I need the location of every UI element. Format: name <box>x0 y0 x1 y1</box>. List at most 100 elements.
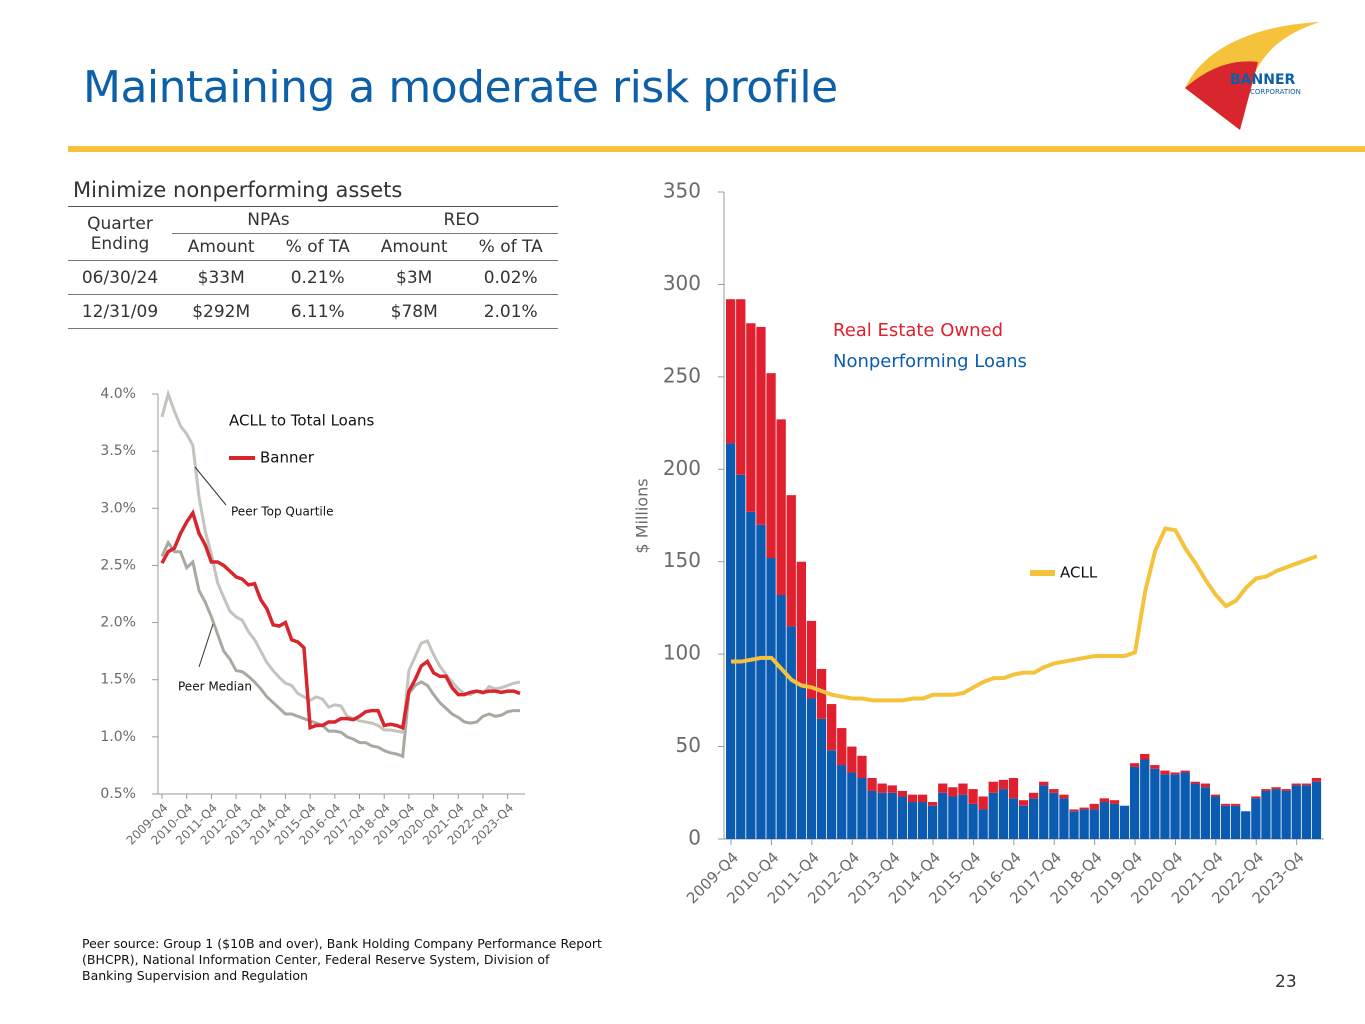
bar <box>998 789 1008 839</box>
chart-title: ACLL to Total Loans <box>229 412 375 430</box>
y-tick-label: 300 <box>663 271 701 295</box>
bar <box>867 790 877 839</box>
header-cell: % of TA <box>463 233 558 261</box>
bar <box>887 785 897 793</box>
logo-sail <box>1185 61 1258 131</box>
bar <box>1018 805 1029 839</box>
bar <box>1291 785 1301 839</box>
bar <box>887 792 897 839</box>
bar <box>1301 785 1311 839</box>
bar <box>1170 774 1180 839</box>
bar <box>1220 803 1231 806</box>
bar <box>958 794 968 839</box>
bar <box>1130 763 1140 767</box>
legend-label: Banner <box>260 449 315 467</box>
bar <box>877 792 887 839</box>
series-line <box>160 508 521 731</box>
bar <box>1190 783 1200 839</box>
header-cell: Amount <box>364 233 464 261</box>
callout-line <box>198 623 214 668</box>
bar <box>1210 796 1221 839</box>
bar <box>1008 777 1019 799</box>
header-cell: NPAs <box>172 207 365 234</box>
bar <box>1109 803 1120 839</box>
cell: 0.21% <box>270 260 365 295</box>
bar <box>1049 789 1059 793</box>
y-tick-label: 1.5% <box>100 672 136 688</box>
cell: $33M <box>172 260 271 295</box>
bar <box>907 794 918 803</box>
bar <box>1271 789 1281 839</box>
bar <box>1089 803 1099 810</box>
npa-table: Minimize nonperforming assets Quarter En… <box>68 178 558 329</box>
bar <box>1261 789 1271 791</box>
series-line <box>731 526 1318 703</box>
series-label: Peer Median <box>178 680 252 694</box>
bar <box>1241 811 1251 839</box>
bar <box>1150 765 1160 769</box>
bar <box>1251 796 1261 799</box>
bar <box>1231 805 1241 839</box>
bar <box>938 783 948 793</box>
y-tick-label: 350 <box>663 179 701 203</box>
bar <box>857 755 867 778</box>
bar <box>1079 809 1089 839</box>
bar <box>1109 800 1120 804</box>
logo-sub: CORPORATION <box>1250 88 1301 96</box>
bar <box>726 299 736 444</box>
cell: 2.01% <box>463 294 558 329</box>
y-tick-label: 100 <box>663 641 701 665</box>
bar <box>968 789 978 804</box>
bar <box>1180 772 1190 839</box>
bar <box>978 809 988 839</box>
bar <box>1160 770 1170 775</box>
legend-label: Nonperforming Loans <box>833 351 1027 372</box>
bar <box>1150 768 1160 839</box>
bar <box>978 796 988 810</box>
bar <box>756 326 766 525</box>
bar <box>1059 798 1069 839</box>
bar <box>1069 811 1079 839</box>
bar <box>1281 789 1291 791</box>
divider <box>68 146 1365 152</box>
y-tick-label: 1.0% <box>100 729 136 745</box>
bar <box>1039 781 1049 786</box>
bar <box>1301 783 1311 786</box>
y-tick-label: 200 <box>663 456 701 480</box>
bar <box>776 594 786 839</box>
bar <box>907 802 918 839</box>
y-axis-label: $ Millions <box>633 478 652 553</box>
bar <box>897 790 907 797</box>
bar <box>867 777 877 791</box>
bar <box>1170 772 1180 775</box>
bar <box>948 787 958 797</box>
bar <box>796 561 806 684</box>
y-tick-label: 0 <box>688 826 701 850</box>
bar <box>1200 783 1210 788</box>
bar <box>746 323 756 512</box>
bar <box>827 704 837 751</box>
bar <box>847 746 857 773</box>
bar <box>917 794 928 803</box>
bar <box>1220 805 1231 839</box>
bar <box>917 802 928 839</box>
bar <box>796 683 806 839</box>
cell: 6.11% <box>270 294 365 329</box>
header-cell: Quarter Ending <box>68 207 172 261</box>
series-label: Peer Top Quartile <box>231 505 333 519</box>
series-line <box>160 539 520 759</box>
cell: 12/31/09 <box>68 294 172 329</box>
bar <box>816 668 827 719</box>
bar <box>816 718 827 839</box>
legend-label: ACLL <box>1060 564 1098 582</box>
bar <box>877 783 887 793</box>
bar <box>837 765 847 839</box>
bar <box>1008 798 1019 839</box>
bar <box>988 792 998 839</box>
bar <box>736 474 746 839</box>
bar <box>837 728 847 766</box>
bar <box>1130 766 1140 839</box>
bar <box>897 796 907 839</box>
